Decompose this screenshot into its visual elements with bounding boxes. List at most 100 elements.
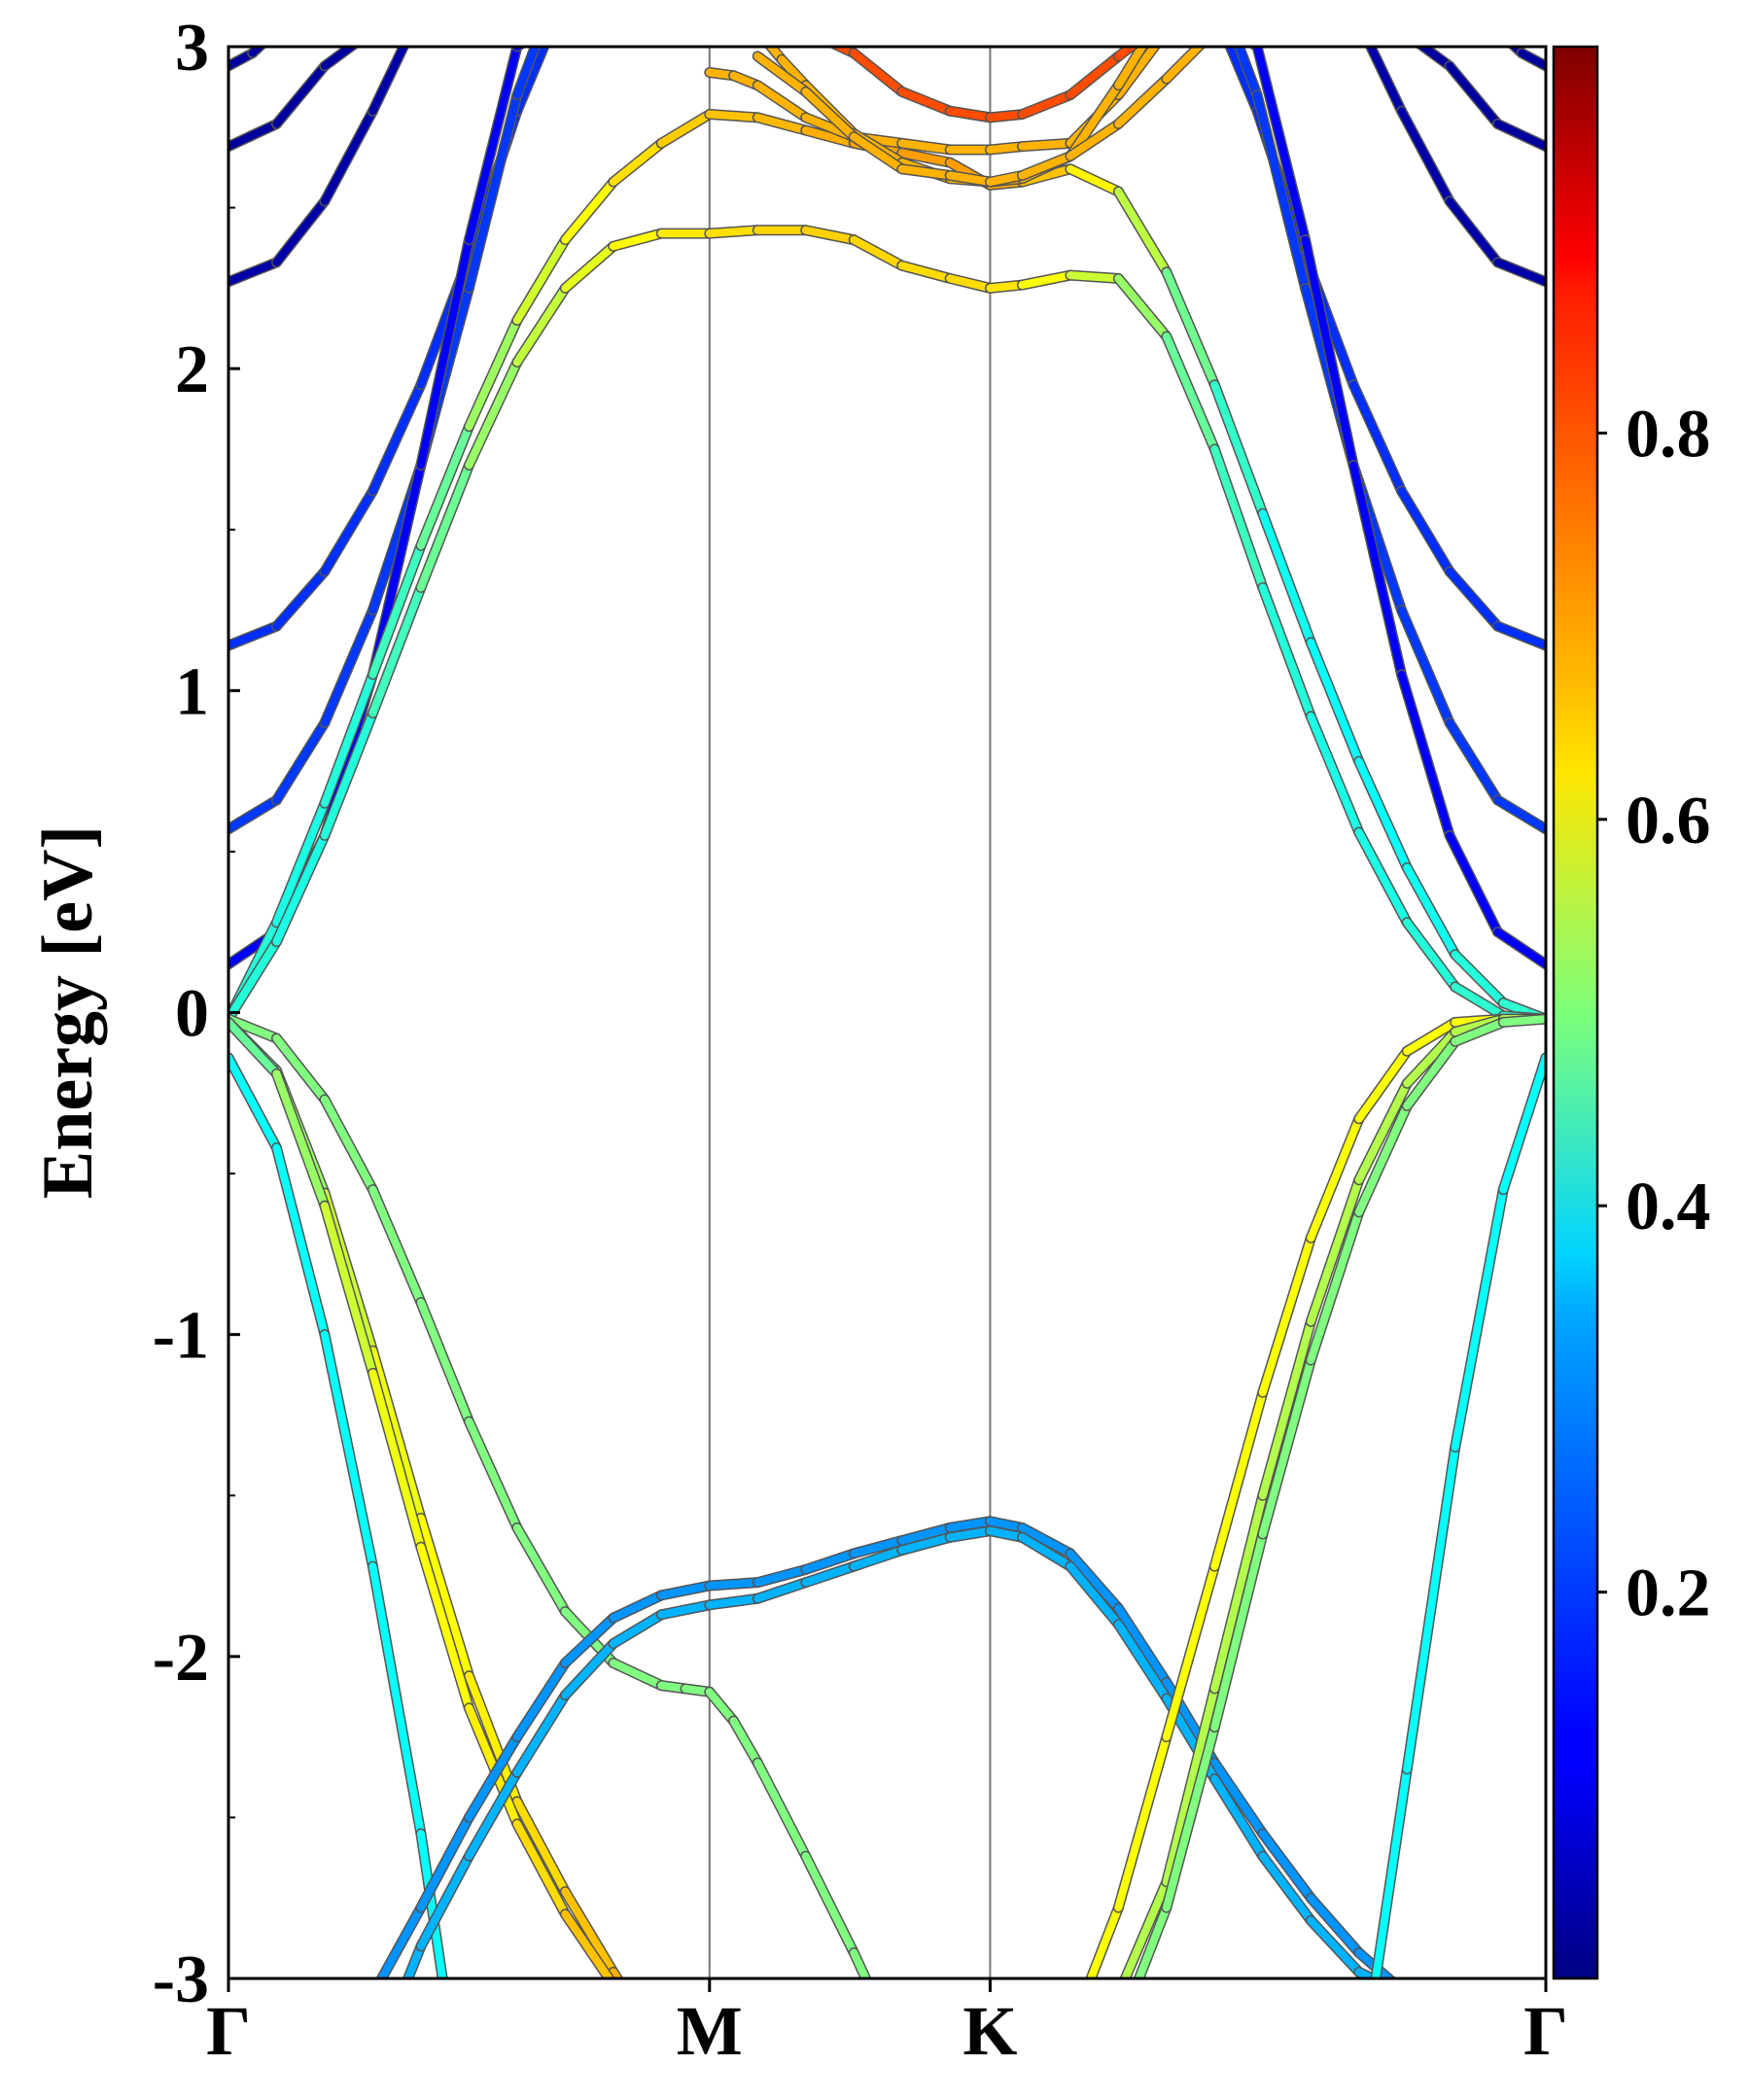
band-segment <box>1417 47 1454 70</box>
band-segment <box>320 670 377 808</box>
band-segment <box>1354 1079 1412 1184</box>
band-segment <box>1066 164 1123 196</box>
band-segment <box>1210 1388 1267 1571</box>
band-segment <box>465 316 521 431</box>
band-segment <box>416 1852 473 1950</box>
band-segment <box>368 1347 425 1522</box>
y-axis-ticks: -3 -2 -1 0 1 2 3 <box>153 11 240 2017</box>
band-segment <box>1210 380 1267 518</box>
band-segment <box>1253 90 1310 293</box>
band-segment <box>946 1526 995 1542</box>
band-cond-orange-4 <box>752 47 1207 188</box>
band-segment <box>512 1523 570 1616</box>
band-segment <box>416 1813 473 1912</box>
band-segment <box>1493 258 1546 286</box>
band-segment <box>1258 1852 1315 1925</box>
band-segment <box>1066 1562 1123 1628</box>
band-segment <box>272 1069 329 1210</box>
band-segment <box>1307 638 1363 766</box>
band-segment <box>1162 267 1219 389</box>
band-segment <box>1307 712 1363 837</box>
band-segment <box>416 1298 473 1426</box>
band-segment <box>753 1578 810 1603</box>
band-segment <box>1226 47 1262 116</box>
band-segment <box>320 107 377 205</box>
band-segment <box>320 1202 377 1378</box>
band-segment <box>465 1418 521 1532</box>
band-segment <box>1162 1723 1219 1912</box>
band-segment <box>465 358 521 470</box>
band-val-1 <box>228 1013 872 1978</box>
band-segment <box>1446 61 1502 128</box>
band-segment <box>729 1717 762 1768</box>
band-cond-dark-1 <box>228 47 1546 72</box>
band-segment <box>705 1688 738 1726</box>
band-segment <box>465 1732 521 1822</box>
band-segment <box>465 47 521 244</box>
y-tick-label: 1 <box>175 654 209 729</box>
band-segment <box>561 1887 617 1977</box>
band-segment <box>1114 274 1171 341</box>
band-segment <box>272 799 329 927</box>
band-segment <box>897 1533 955 1555</box>
band-segment <box>1114 47 1160 99</box>
band-segment <box>1372 1765 1412 1978</box>
band-segment <box>753 1759 810 1861</box>
plot-frame <box>227 45 1548 1980</box>
band-segment <box>1086 1904 1123 1978</box>
x-tick-label: M <box>677 1992 743 2070</box>
band-segment <box>248 47 265 57</box>
band-val-9 <box>1133 1013 1546 1978</box>
band-segment <box>1121 1877 1171 1978</box>
band-segment <box>228 258 281 286</box>
band-segment <box>403 1942 425 1978</box>
band-segment <box>512 235 570 325</box>
band-segment <box>1258 509 1315 647</box>
band-segment <box>1349 380 1406 496</box>
band-segment <box>1307 1916 1363 1977</box>
band-segment <box>609 1610 666 1648</box>
band-segment <box>850 1546 906 1571</box>
band-segment <box>946 171 995 187</box>
band-segment <box>1066 81 1123 160</box>
band-segment <box>897 164 955 180</box>
band-segment <box>228 1018 281 1078</box>
band-segment <box>1446 718 1502 804</box>
band-segment <box>1307 1114 1363 1242</box>
band-segment <box>1066 1549 1123 1613</box>
band-segment <box>512 1691 570 1777</box>
band-segment <box>753 52 810 96</box>
band-segment <box>368 542 425 679</box>
band-segment <box>986 1517 1027 1532</box>
y-axis-label: Energy [eV] <box>28 825 108 1199</box>
band-segment <box>986 171 1027 187</box>
y-tick-label: -1 <box>153 1299 209 1374</box>
x-tick-label: Γ <box>206 1992 251 2070</box>
band-segment <box>465 1703 521 1829</box>
band-segment <box>1210 1774 1267 1861</box>
band-segment <box>753 81 810 122</box>
band-segment <box>1066 271 1123 283</box>
band-segment <box>830 47 858 57</box>
band-segment <box>1509 47 1526 57</box>
band-val-3 <box>228 1016 638 1995</box>
band-cond-orange-3 <box>827 47 1140 123</box>
band-segment <box>986 281 1027 293</box>
band-segment <box>272 567 329 631</box>
band-lines <box>228 47 1546 1995</box>
band-segment <box>1493 120 1546 151</box>
band-segment <box>1135 1904 1171 1978</box>
band-segment <box>320 709 377 840</box>
band-cond-dark-2 <box>228 47 1546 153</box>
colorbar-tick-label: 0.4 <box>1626 1170 1711 1244</box>
band-segment <box>850 1536 906 1558</box>
band-segment <box>986 110 1027 122</box>
band-segment <box>1114 1604 1171 1687</box>
band-segment <box>613 1985 638 1995</box>
band-segment <box>1307 1175 1363 1326</box>
band-segment <box>765 47 787 64</box>
band-segment <box>1366 47 1406 116</box>
band-segment <box>416 422 473 550</box>
band-segment <box>512 47 540 99</box>
